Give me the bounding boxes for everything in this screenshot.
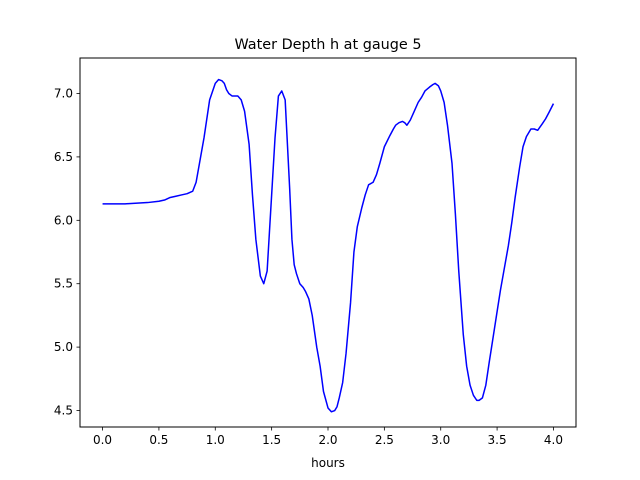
x-tick-label: 0.0 — [93, 433, 112, 447]
chart-title: Water Depth h at gauge 5 — [234, 37, 421, 53]
axes-frame — [79, 57, 577, 428]
x-tick-label: 2.5 — [375, 433, 394, 447]
series-line-0 — [102, 78, 555, 413]
x-tick-label: 0.5 — [149, 433, 168, 447]
x-axis-ticks: 0.0 0.5 1.0 1.5 2.0 2.5 3.0 3.5 4.0 — [93, 427, 563, 447]
x-tick-label: 4.0 — [544, 433, 563, 447]
x-tick-label: 2.0 — [318, 433, 337, 447]
y-tick-label: 4.5 — [54, 404, 73, 418]
x-tick-label: 3.0 — [431, 433, 450, 447]
x-tick-label: 3.5 — [488, 433, 507, 447]
x-axis-label: hours — [311, 456, 345, 470]
y-axis-ticks: 4.5 5.0 5.5 6.0 6.5 7.0 — [54, 87, 80, 418]
x-tick-label: 1.0 — [206, 433, 225, 447]
y-tick-label: 5.0 — [54, 340, 73, 354]
plot-area — [102, 78, 555, 413]
x-tick-label: 1.5 — [262, 433, 281, 447]
y-tick-label: 6.0 — [54, 213, 73, 227]
y-tick-label: 7.0 — [54, 87, 73, 101]
y-tick-label: 6.5 — [54, 150, 73, 164]
y-tick-label: 5.5 — [54, 277, 73, 291]
